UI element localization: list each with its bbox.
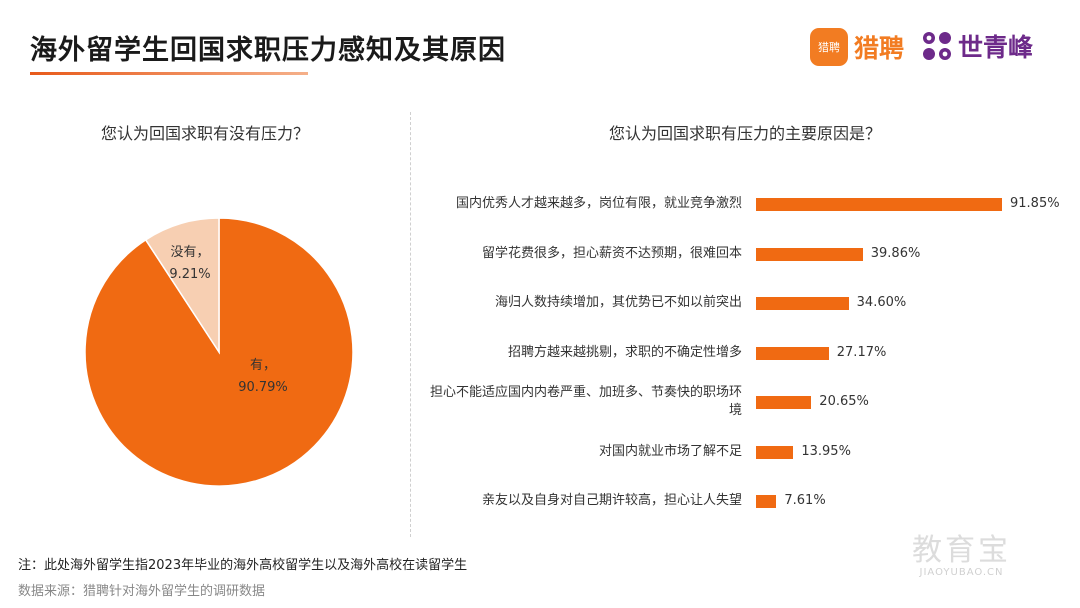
bar-chart-title: 您认为回国求职有压力的主要原因是？ [608, 124, 881, 143]
bar-category-label: 担心不能适应国内内卷严重、加班多、节奏快的职场环境 [429, 385, 742, 418]
bar [756, 446, 794, 459]
bar-category-label: 对国内就业市场了解不足 [598, 444, 742, 459]
bar-value-label: 39.86% [870, 246, 921, 261]
pie-label-no: 没有， 9.21% [150, 242, 230, 286]
liepin-logo-icon: 猎聘 [810, 28, 848, 66]
bar-category-label: 招聘方越来越挑剔，求职的不确定性增多 [507, 345, 742, 360]
pie-label-no-value: 9.21% [169, 267, 211, 282]
liepin-logo: 猎聘 猎聘 [810, 28, 904, 66]
bar-value-label: 13.95% [801, 444, 851, 459]
watermark-main: 教育宝 [912, 533, 1011, 568]
bar-value-label: 20.65% [819, 394, 869, 409]
section-divider [410, 112, 411, 537]
pie-label-yes-name: 有， [249, 358, 276, 373]
title-underline [30, 72, 308, 75]
bar-category-label: 留学花费很多，担心薪资不达预期，很难回本 [481, 246, 742, 261]
shiqingfeng-logo-text: 世青峰 [958, 33, 1034, 62]
bar [756, 495, 777, 508]
shiqingfeng-logo-icon [923, 32, 951, 60]
bar [756, 347, 829, 360]
pie-label-yes: 有， 90.79% [218, 355, 308, 399]
bar-value-label: 34.60% [856, 295, 907, 310]
bar [756, 248, 863, 261]
bar-value-label: 27.17% [836, 345, 887, 360]
bar [756, 297, 849, 310]
bar-category-label: 国内优秀人才越来越多，岗位有限，就业竞争激烈 [455, 196, 742, 211]
page-title: 海外留学生回国求职压力感知及其原因 [30, 35, 506, 66]
bar-category-label: 亲友以及自身对自己期许较高，担心让人失望 [481, 493, 742, 508]
bar-category-label: 海归人数持续增加，其优势已不如以前突出 [494, 295, 742, 310]
pie-label-yes-value: 90.79% [238, 380, 288, 395]
pie-slice-no [144, 217, 220, 355]
bar-value-label: 7.61% [784, 493, 826, 508]
liepin-logo-text: 猎聘 [854, 34, 905, 63]
pie-chart [84, 217, 354, 487]
shiqingfeng-logo: 世青峰 [920, 28, 1033, 64]
pie-label-no-name: 没有， [170, 245, 210, 260]
footnote: 注：此处海外留学生指2023年毕业的海外高校留学生以及海外高校在读留学生 [18, 558, 468, 573]
watermark: 教育宝 JIAOYUBAO.CN [912, 533, 1011, 579]
bar [756, 198, 1002, 211]
pie-chart-title: 您认为回国求职有没有压力？ [100, 124, 309, 143]
data-source: 数据来源：猎聘针对海外留学生的调研数据 [18, 584, 266, 599]
bar-value-label: 91.85% [1010, 196, 1060, 211]
watermark-sub: JIAOYUBAO.CN [919, 567, 1004, 578]
bar [756, 396, 812, 409]
